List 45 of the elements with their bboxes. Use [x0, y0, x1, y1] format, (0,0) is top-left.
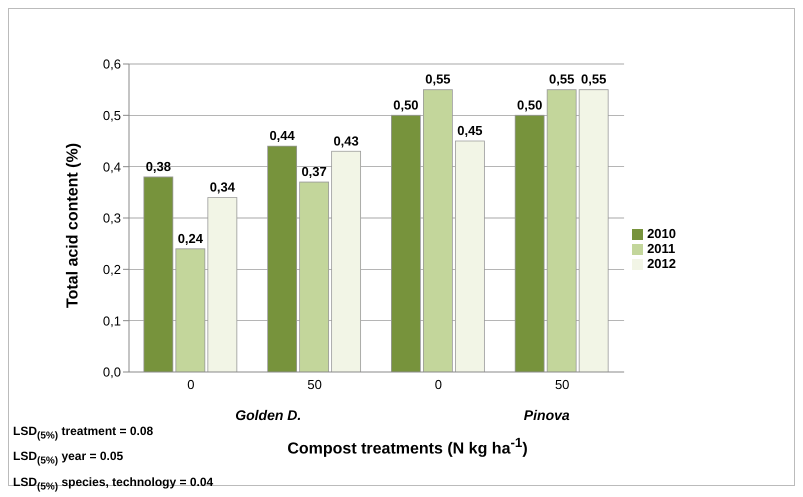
legend-label: 2011 [647, 240, 676, 256]
legend-label: 2010 [647, 226, 676, 240]
y-axis-title: Total acid content (%) [64, 142, 82, 308]
data-label: 0,50 [517, 97, 542, 112]
y-tick-label: 0,4 [102, 159, 121, 174]
text: Golden D. [234, 407, 302, 423]
legend-label: 2012 [647, 256, 676, 270]
bar [454, 140, 485, 372]
y-tick-label: 0,3 [102, 210, 121, 226]
text: LSD$_{(5%)}$ year = 0.05 [13, 448, 124, 469]
data-label: 0,45 [457, 123, 483, 138]
x-tick-label: 50 [307, 377, 322, 392]
data-label: 0,55 [581, 72, 606, 87]
x-tick-label: 50 [554, 377, 570, 392]
text: LSD$_{(5%)}$ treatment = 0.08 [13, 423, 154, 444]
y-tick-label: 0,2 [102, 262, 121, 277]
bar [267, 146, 298, 372]
data-label: 0,38 [146, 158, 172, 174]
y-tick-label: 0,5 [102, 108, 121, 123]
bar [207, 197, 238, 372]
data-label: 0,43 [333, 133, 359, 148]
y-tick-label: 0,6 [102, 56, 121, 72]
data-label: 0,44 [269, 128, 296, 144]
x-tick-label: 0 [434, 377, 442, 392]
data-label: 0,50 [393, 97, 419, 112]
bar [422, 89, 453, 372]
x-axis-title: Compost treatments (N kg ha$^{-1}$) [287, 435, 528, 458]
data-label: 0,55 [549, 72, 574, 87]
y-tick-label: 0,0 [102, 364, 121, 380]
bar [299, 182, 330, 372]
text: LSD$_{(5%)}$ species, technology = 0.04 [13, 474, 214, 494]
bar [514, 114, 545, 372]
text: Pinova [522, 407, 571, 423]
bar [546, 89, 577, 372]
data-label: 0,34 [210, 179, 236, 194]
bar [143, 176, 174, 372]
bar [390, 114, 421, 372]
bar [175, 248, 206, 372]
data-label: 0,24 [178, 230, 204, 246]
y-tick-label: 0,1 [102, 313, 121, 328]
data-label: 0,37 [301, 164, 327, 180]
x-tick-label: 0 [187, 377, 194, 392]
bar [331, 150, 362, 372]
data-label: 0,55 [425, 72, 451, 87]
bar [578, 89, 609, 372]
